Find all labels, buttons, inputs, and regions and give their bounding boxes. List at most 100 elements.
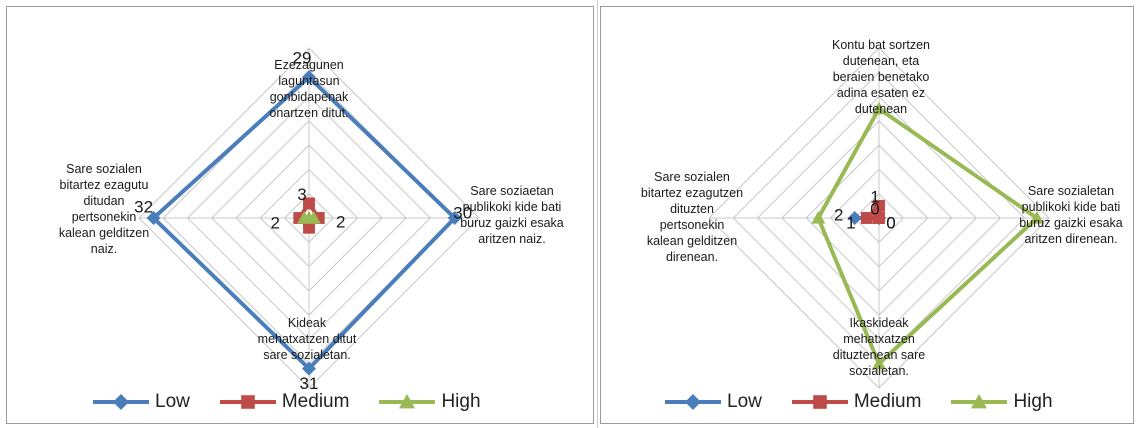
axis-label-line: mehatxatzen ditut <box>257 332 357 346</box>
legend-marker <box>971 394 988 409</box>
axis-label-line: publikoki kide bati <box>1021 200 1121 214</box>
axis-label-line: Sare sozialen <box>66 162 142 176</box>
data-label: 1 <box>846 213 855 232</box>
axis-label-line: pertsonekin <box>659 218 725 232</box>
axis-label-line: aritzen direnean. <box>1024 232 1118 246</box>
chart-legend: Low Medium High <box>91 387 509 417</box>
data-point-low <box>302 361 316 376</box>
legend-marker <box>241 395 255 409</box>
series-low <box>146 70 462 376</box>
data-label: 3 <box>297 185 306 204</box>
data-point-low <box>302 70 316 85</box>
left-radar-chart: 29 30 31 32 3 2 2 Ezezagunen laguntasun gonbidap… <box>6 6 594 424</box>
axis-label-line: onartzen ditut. <box>269 106 349 120</box>
axis-label-line: Kontu bat sortzen <box>832 38 930 52</box>
legend-swatch <box>951 394 1008 409</box>
data-label: 0 <box>870 199 879 218</box>
legend-swatch <box>219 395 276 409</box>
legend-entry-low: Low <box>91 391 190 413</box>
axis-label-line: Ezezagunen <box>274 58 344 72</box>
chart-legend: Low Medium High <box>663 387 1081 417</box>
axis-label-line: dutenean <box>854 102 908 116</box>
series-high <box>811 101 1044 370</box>
legend-label: Low <box>155 391 190 412</box>
axis-label-left: Sare sozialen bitartez ezagutu ditudan pert… <box>29 161 179 257</box>
series-medium <box>860 199 885 224</box>
data-point-medium <box>860 212 873 224</box>
panel-divider <box>597 0 598 428</box>
data-point-medium <box>312 212 325 224</box>
data-label: 2 <box>336 212 345 231</box>
legend-marker <box>113 394 129 410</box>
axis-label-line: sare sozialetan. <box>263 348 351 362</box>
data-point-high <box>872 101 886 115</box>
axis-label-line: Sare sozialetan <box>1027 184 1115 198</box>
axis-label-line: buruz gaizki esaka <box>1019 216 1123 230</box>
axis-label-line: bitartez ezagutzen <box>640 186 744 200</box>
axis-label-line: pertsonekin <box>71 210 137 224</box>
legend-label: Medium <box>853 391 922 412</box>
axis-label-line: Kideak <box>287 316 327 330</box>
axis-label-bottom: Kideak mehatxatzen ditut sare sozialetan. <box>217 315 397 363</box>
data-point-low <box>447 211 462 225</box>
axis-label-line: kalean gelditzen <box>646 234 738 248</box>
legend-entry-high: High <box>377 391 481 413</box>
legend-entry-high: High <box>949 391 1053 413</box>
axis-label-right: Sare sozialetan publikoki kide bati buruz … <box>1001 183 1140 247</box>
legend-entry-medium: Medium <box>790 391 922 413</box>
legend-swatch <box>93 394 149 410</box>
data-label: 2 <box>271 213 280 232</box>
axis-label-line: Sare sozialen <box>654 170 730 184</box>
axis-label-top: Kontu bat sortzen dutenean, eta beraien be… <box>799 37 963 117</box>
data-point-high <box>811 211 826 224</box>
axis-label-line: aritzen naiz. <box>478 232 546 246</box>
axis-label-line: Sare soziaetan <box>470 184 554 198</box>
data-point-low <box>847 211 862 225</box>
data-label: 29 <box>293 49 312 68</box>
legend-label: High <box>1013 391 1053 412</box>
legend-swatch <box>379 394 436 409</box>
data-label: 0 <box>886 213 895 232</box>
data-label: 0 <box>886 213 895 232</box>
legend-entry-medium: Medium <box>218 391 350 413</box>
axis-label-line: beraien benetako <box>832 70 930 84</box>
axis-label-bottom: Ikaskideak mehatxatzen dituztenean sare soz… <box>781 315 977 379</box>
data-point-medium <box>303 221 315 234</box>
axis-label-line: sozialetan. <box>849 364 909 378</box>
series-line-medium <box>862 201 881 220</box>
axis-label-line: gonbidapenak <box>269 90 349 104</box>
axis-label-line: publikoki kide bati <box>462 200 562 214</box>
data-point-medium <box>293 212 306 224</box>
legend-marker <box>399 394 416 409</box>
axis-label-line: naiz. <box>90 242 118 256</box>
axis-label-right: Sare soziaetan publikoki kide bati buruz g… <box>437 183 587 247</box>
data-point-low <box>146 211 161 225</box>
data-point-medium <box>873 212 885 224</box>
axis-label-line: ditudan <box>83 194 125 208</box>
axis-label-line: dituztenean sare <box>832 348 926 362</box>
legend-marker <box>685 394 701 410</box>
axis-label-line: mehatxatzen <box>843 332 915 346</box>
axis-label-line: direnean. <box>665 250 719 264</box>
legend-swatch <box>665 394 721 410</box>
legend-entry-low: Low <box>663 391 762 413</box>
axis-label-line: kalean gelditzen <box>58 226 150 240</box>
legend-marker <box>813 395 827 409</box>
legend-label: Medium <box>281 391 350 412</box>
legend-label: Low <box>727 391 762 412</box>
legend-label: High <box>441 391 481 412</box>
axis-label-line: bitartez ezagutu <box>59 178 149 192</box>
axis-label-line: adina esaten ez <box>836 86 926 100</box>
series-high <box>297 211 321 224</box>
legend-swatch <box>791 395 848 409</box>
data-point-high <box>1029 211 1044 224</box>
axis-label-line: buruz gaizki esaka <box>460 216 564 230</box>
data-label: 31 <box>300 374 319 393</box>
data-label: 1 <box>870 187 879 206</box>
data-point-medium <box>303 197 315 210</box>
axis-label-top: Ezezagunen laguntasun gonbidapenak onartzen… <box>229 57 389 121</box>
data-point-high <box>872 356 886 370</box>
